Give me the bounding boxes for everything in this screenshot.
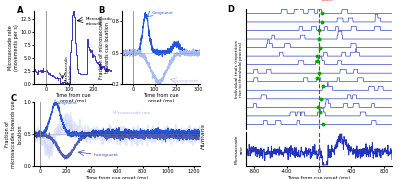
Text: D: D (227, 5, 234, 14)
X-axis label: Time from cue
onset (ms): Time from cue onset (ms) (143, 93, 179, 104)
Y-axis label: Individual trials (repetitive
rise to threshold process): Individual trials (repetitive rise to th… (235, 40, 243, 98)
Text: A: A (17, 6, 23, 15)
Y-axis label: Fraction of microsaccades
towards cue location: Fraction of microsaccades towards cue lo… (99, 16, 110, 79)
X-axis label: Time from cue onset (ms): Time from cue onset (ms) (85, 176, 149, 179)
Y-axis label: Fraction of
microsaccades towards cue
location: Fraction of microsaccades towards cue lo… (6, 100, 22, 168)
Y-axis label: Microsaccade rate
(movements per s): Microsaccade rate (movements per s) (8, 24, 19, 71)
Text: Microsaccade rate: Microsaccade rate (113, 111, 150, 115)
Text: B: B (98, 6, 105, 15)
Text: Humans: Humans (201, 123, 206, 149)
Y-axis label: Microsaccade
rate: Microsaccade rate (235, 135, 243, 164)
Text: Congruent: Congruent (56, 101, 78, 105)
Text: Congruent: Congruent (151, 11, 173, 15)
Text: Microsaccadic
rebound: Microsaccadic rebound (86, 17, 113, 26)
X-axis label: Time from cue onset (ms): Time from cue onset (ms) (287, 176, 351, 179)
Text: Microsaccadic
inhibition: Microsaccadic inhibition (64, 54, 73, 81)
Text: C: C (11, 94, 17, 103)
X-axis label: Time from cue
onset (ms): Time from cue onset (ms) (55, 93, 91, 104)
Text: Incongruent: Incongruent (94, 153, 119, 156)
Text: Cue
onset: Cue onset (322, 0, 333, 2)
Text: Incongruent: Incongruent (174, 79, 199, 83)
